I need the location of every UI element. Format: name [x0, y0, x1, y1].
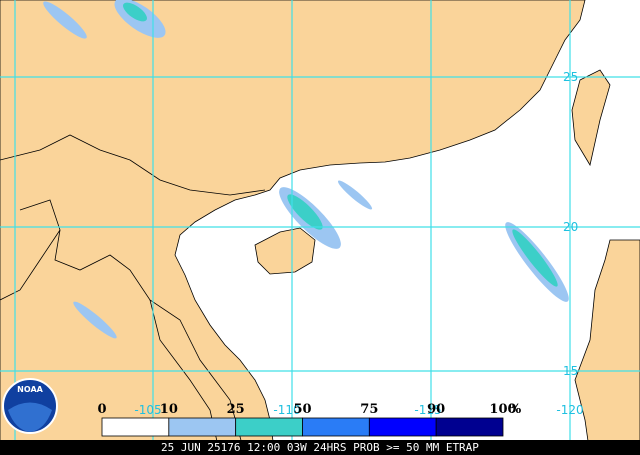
legend-label: 100	[489, 402, 516, 417]
legend-swatch	[302, 417, 370, 437]
legend-label: 0	[97, 402, 106, 417]
legend-swatch	[235, 417, 303, 437]
noaa-logo: NOAA	[2, 378, 58, 434]
svg-text:NOAA: NOAA	[17, 385, 43, 394]
legend-swatch	[368, 417, 437, 437]
legend-label: 90	[427, 402, 445, 417]
lon-label: -110	[273, 403, 300, 417]
precipitation	[43, 0, 569, 339]
legend-label: 50	[293, 402, 311, 417]
footer-bar	[0, 440, 640, 455]
lat-label: 25	[563, 70, 578, 84]
lon-label: -120	[556, 403, 583, 417]
legend-swatch	[101, 417, 170, 437]
lon-label: -115	[414, 403, 441, 417]
lon-label: -105	[134, 403, 161, 417]
footer-text: 25 JUN 25176 12:00 03W 24HRS PROB >= 50 …	[161, 441, 479, 454]
grid	[0, 0, 640, 440]
legend-swatch	[435, 417, 504, 437]
borders	[0, 134, 266, 455]
legend-swatch	[168, 417, 237, 437]
lat-label: 20	[563, 220, 578, 234]
lat-label: 15	[563, 364, 578, 378]
legend-label: 75	[360, 402, 378, 417]
legend-label: 10	[160, 402, 178, 417]
legend-unit: %	[509, 402, 522, 417]
legend-label: 25	[227, 402, 245, 417]
